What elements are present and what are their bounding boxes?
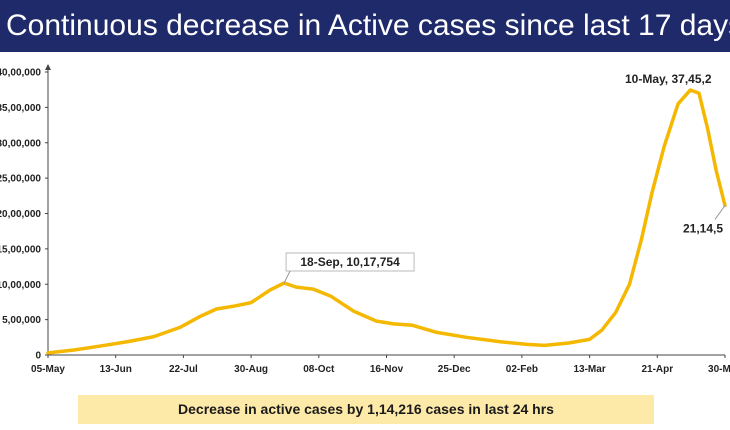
- x-tick-label: 08-Oct: [303, 364, 335, 375]
- x-tick-label: 05-May: [31, 364, 65, 375]
- latest-annotation-label: 21,14,5: [683, 221, 723, 235]
- latest-annotation-leader: [714, 205, 726, 220]
- y-axis-ticks: 0 5,00,000 10,00,000 15,00,000 20,00,000 25,0…: [0, 68, 48, 362]
- y-tick-label: 15,00,000: [0, 244, 41, 255]
- y-axis-arrow: [45, 64, 51, 70]
- summary-banner: Decrease in active cases by 1,14,216 cas…: [78, 395, 654, 424]
- y-tick-label: 0: [35, 351, 41, 362]
- second-peak-annotation-label: 10-May, 37,45,2: [625, 72, 712, 86]
- y-tick-label: 5,00,000: [2, 315, 41, 326]
- y-tick-label: 10,00,000: [0, 280, 41, 291]
- annotations-layer: 18-Sep, 10,17,754 10-May, 37,45,2 21,14,5: [283, 72, 726, 284]
- active-cases-line: [46, 88, 727, 355]
- x-tick-label: 21-Apr: [641, 364, 673, 375]
- peak-annotation-box: [285, 252, 415, 272]
- y-tick-label: 40,00,000: [0, 68, 41, 79]
- x-axis-ticks: 05-May 13-Jun 22-Jul 30-Aug 08-Oct 16-Nov 25-D…: [31, 355, 730, 375]
- peak-annotation-label: 18-Sep, 10,17,754: [300, 255, 400, 269]
- x-tick-label: 02-Feb: [506, 364, 538, 375]
- axes: [45, 64, 725, 356]
- x-tick-label: 13-Mar: [573, 364, 605, 375]
- x-tick-label: 22-Jul: [169, 364, 198, 375]
- y-tick-label: 35,00,000: [0, 103, 41, 114]
- x-tick-label: 30-Aug: [234, 364, 268, 375]
- x-tick-label: 16-Nov: [370, 364, 404, 375]
- y-tick-label: 25,00,000: [0, 174, 41, 185]
- series-layer: [46, 88, 727, 355]
- x-tick-label: 25-Dec: [438, 364, 471, 375]
- y-tick-label: 20,00,000: [0, 209, 41, 220]
- active-cases-line-chart: 0 5,00,000 10,00,000 15,00,000 20,00,000 25,0…: [0, 64, 730, 375]
- peak-annotation-leader: [283, 270, 291, 284]
- x-tick-label: 30-May: [708, 364, 730, 375]
- y-tick-label: 30,00,000: [0, 138, 41, 149]
- x-tick-label: 13-Jun: [100, 364, 132, 375]
- chart-title: Continuous decrease in Active cases sinc…: [0, 0, 730, 52]
